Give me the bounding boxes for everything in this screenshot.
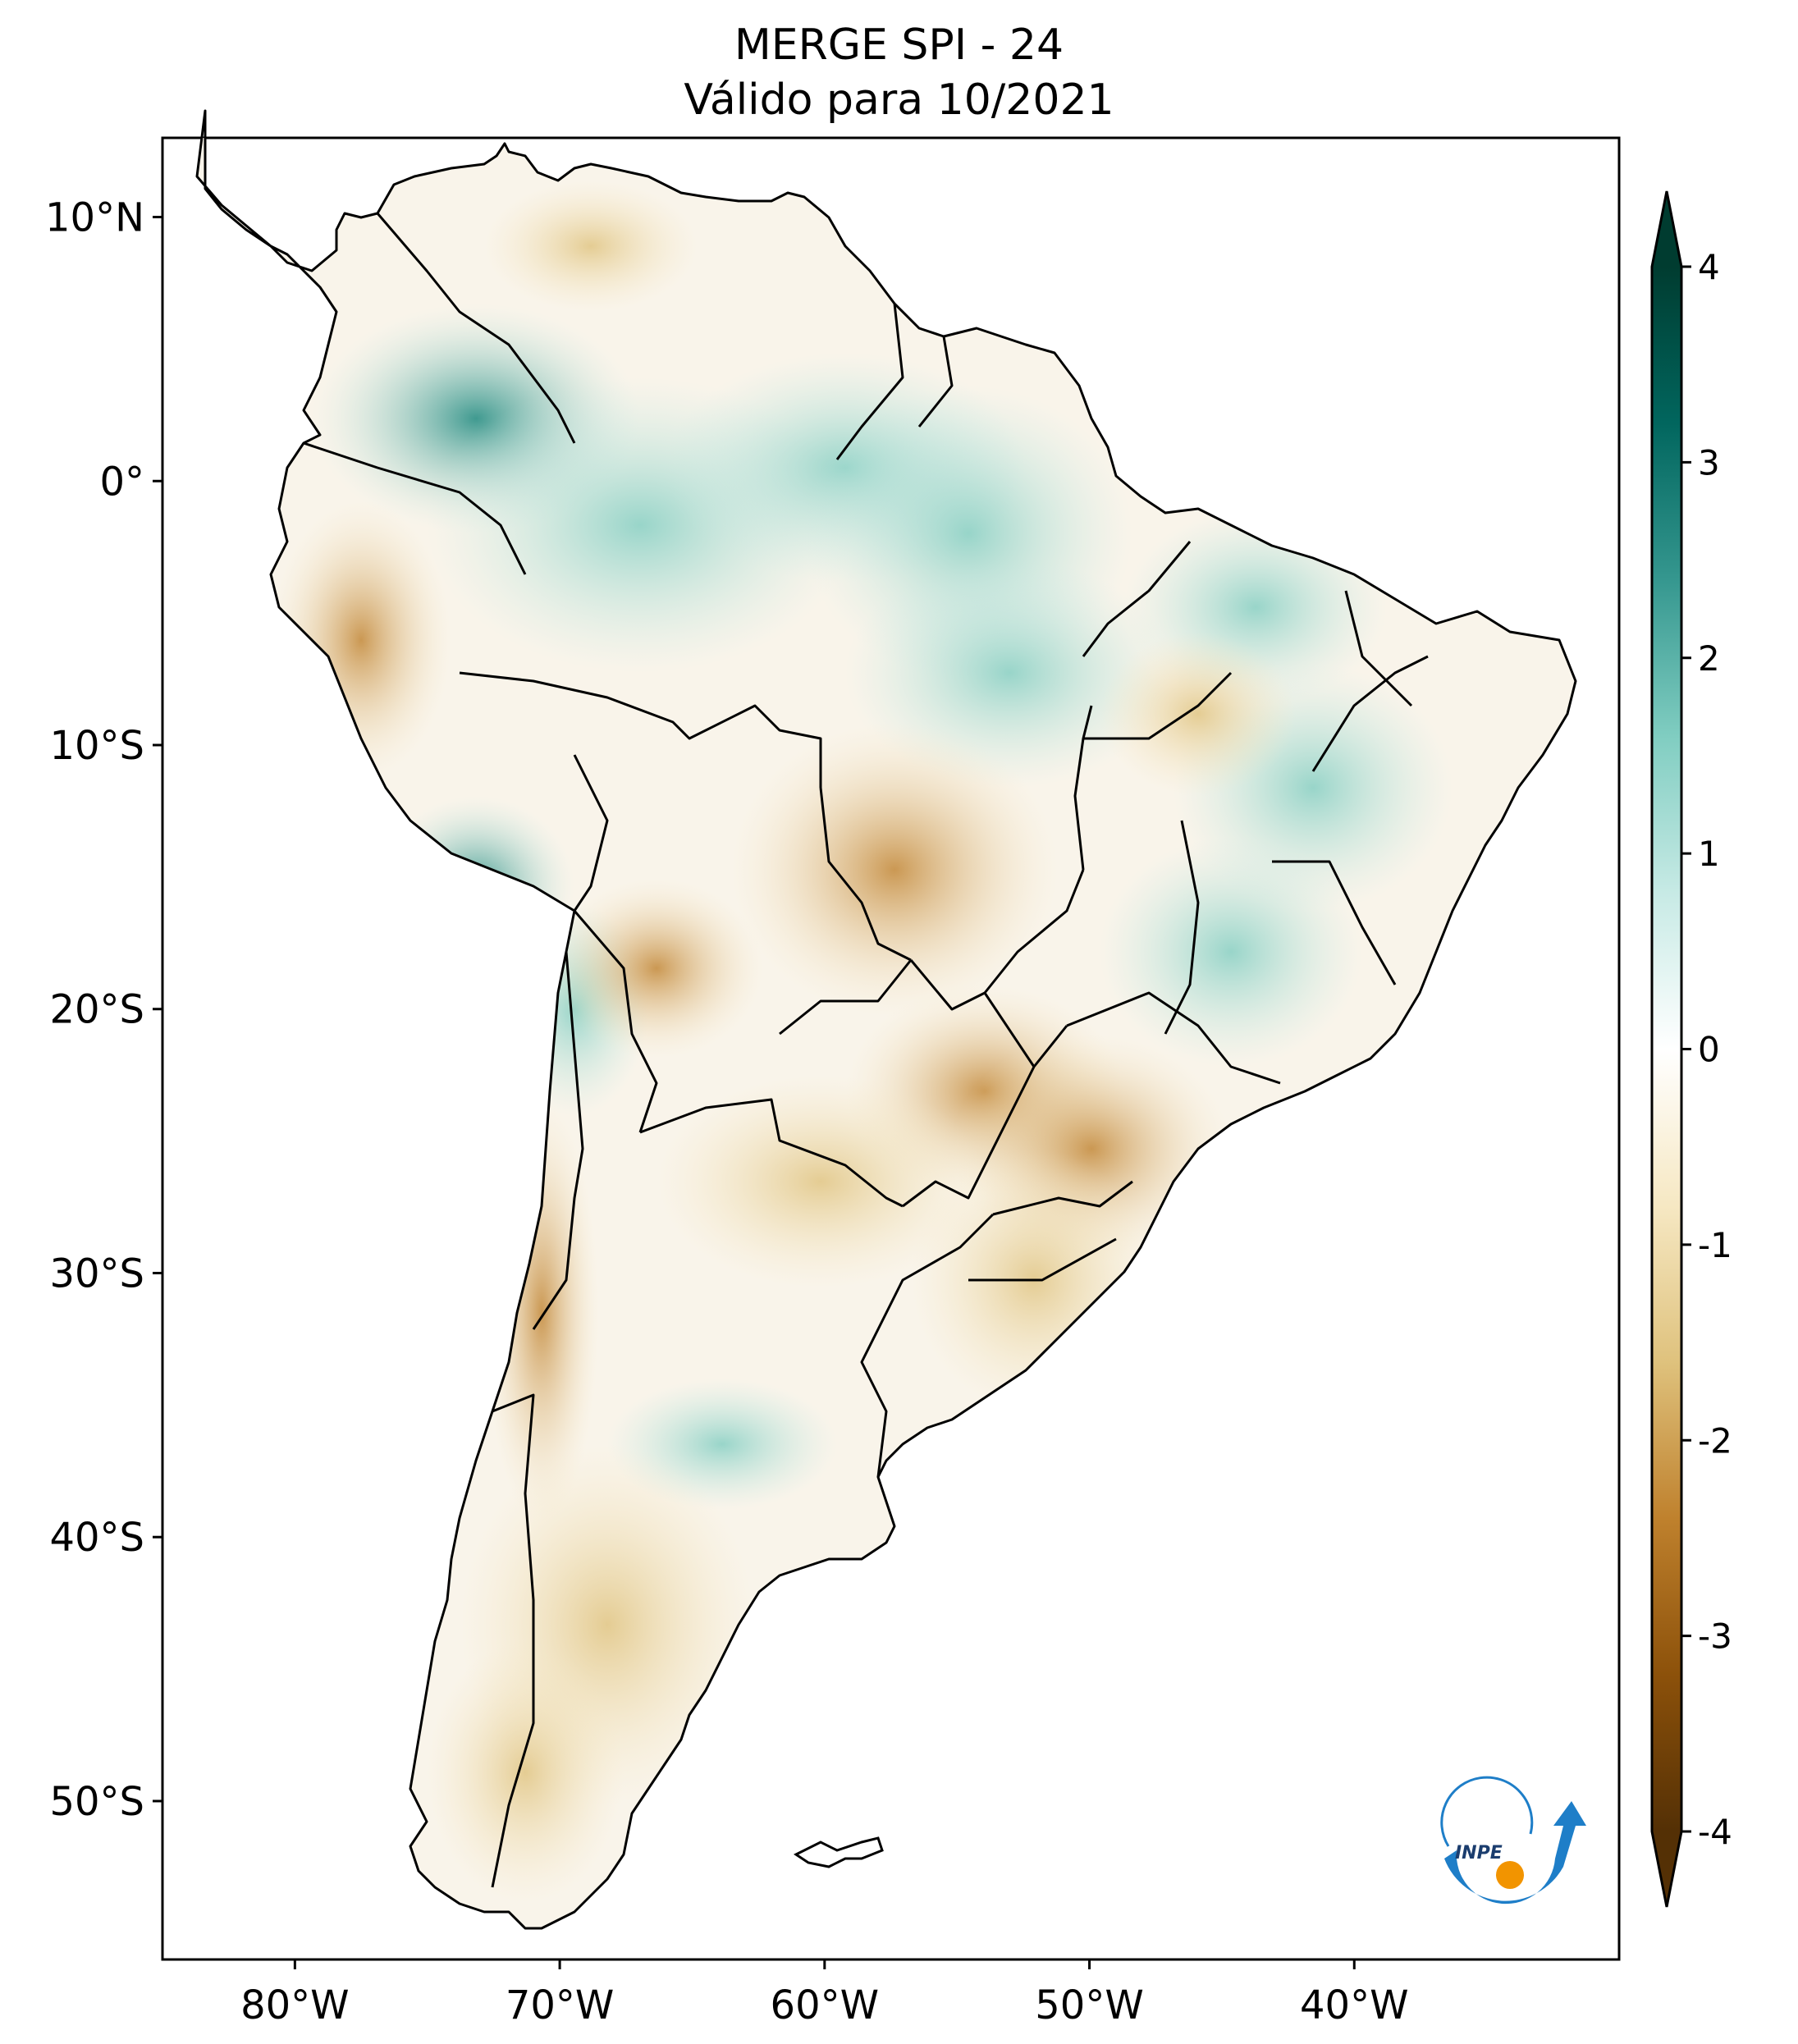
logo-arc-icon (1440, 1776, 1534, 1847)
falkland-islands (794, 1836, 884, 1868)
colorbar-max-extend (1652, 191, 1681, 267)
colorbar-tick-label: 2 (1698, 638, 1720, 679)
lon-tick-label: 60°W (771, 1982, 880, 2028)
lon-tick-label: 80°W (240, 1982, 350, 2028)
colorbar-tick-label: -4 (1698, 1812, 1732, 1852)
lon-tick-label: 70°W (506, 1982, 615, 2028)
lat-tick-label: 30°S (49, 1251, 144, 1296)
colorbar-tick-label: 3 (1698, 442, 1720, 482)
lon-tick-label: 40°W (1300, 1982, 1409, 2028)
lat-tick-label: 50°S (49, 1779, 144, 1825)
colorbar: 4 3 2 1 0 -1 -2 -3 -4 (1650, 190, 1732, 1908)
colorbar-min-extend (1652, 1831, 1681, 1907)
colorbar-tick-label: -3 (1698, 1616, 1732, 1657)
longitude-ticks: 80°W 70°W 60°W 50°W 40°W (240, 1959, 1409, 2028)
colorbar-tick-label: 0 (1698, 1030, 1720, 1070)
logo-arrow-icon (1444, 1801, 1586, 1905)
title-line-2: Válido para 10/2021 (684, 75, 1114, 125)
lon-tick-label: 50°W (1035, 1982, 1144, 2028)
inpe-logo: INPE (1440, 1776, 1586, 1905)
latitude-ticks: 10°N 0° 10°S 20°S 30°S 40°S 50°S (45, 195, 162, 1825)
logo-text: INPE (1455, 1843, 1503, 1863)
borders (195, 109, 1577, 1930)
lat-tick-label: 20°S (49, 987, 144, 1033)
colorbar-tick-label: -2 (1698, 1420, 1732, 1461)
lat-tick-label: 10°N (45, 195, 144, 241)
colorbar-body (1652, 267, 1681, 1831)
lat-tick-label: 10°S (49, 723, 144, 769)
colorbar-tick-label: 1 (1698, 834, 1720, 874)
colorbar-tick-label: 4 (1698, 247, 1720, 287)
logo-dot-icon (1496, 1861, 1524, 1889)
lat-tick-label: 0° (99, 459, 144, 505)
title-line-1: MERGE SPI - 24 (734, 21, 1064, 70)
lat-tick-label: 40°S (49, 1515, 144, 1561)
colorbar-tick-label: -1 (1698, 1225, 1732, 1265)
